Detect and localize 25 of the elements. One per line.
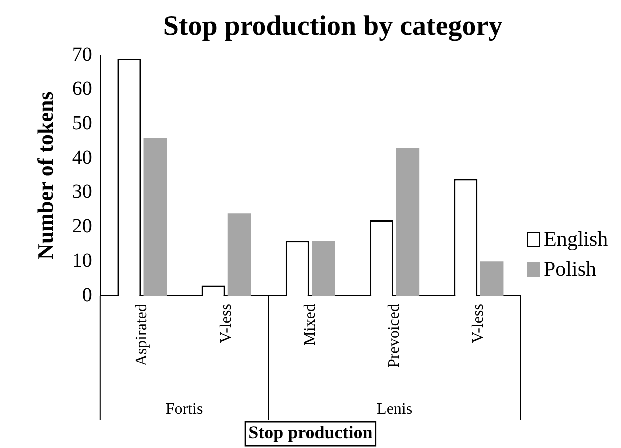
y-tick-label: 60 (72, 78, 92, 100)
y-tick-label: 50 (72, 112, 92, 135)
text: Fortis (166, 401, 204, 418)
x-tick-label: V-less (470, 304, 488, 344)
bar (144, 138, 168, 296)
text: Lenis (377, 401, 413, 418)
chart-title: Stop production by category (163, 11, 503, 42)
y-tick-label: 0 (82, 284, 92, 306)
x-tick-label: Prevoiced (386, 304, 404, 368)
x-tick-label: Aspirated (134, 304, 151, 366)
y-tick-label: 70 (72, 44, 92, 66)
x-tick-label: Mixed (302, 304, 319, 346)
bar (396, 148, 420, 296)
y-tick-label: 10 (72, 250, 92, 272)
text: English (544, 226, 608, 252)
y-axis-title: Number of tokens (32, 91, 58, 260)
bar (480, 262, 504, 296)
x-tick-label: V-less (218, 304, 235, 344)
y-tick-label: 40 (72, 146, 92, 169)
x-axis-title: Stop production (248, 422, 373, 443)
y-tick-label: 30 (72, 181, 92, 204)
legend-label: Polish (544, 256, 597, 282)
bar (228, 214, 252, 296)
bar (312, 241, 336, 296)
y-tick-label: 20 (72, 216, 92, 238)
